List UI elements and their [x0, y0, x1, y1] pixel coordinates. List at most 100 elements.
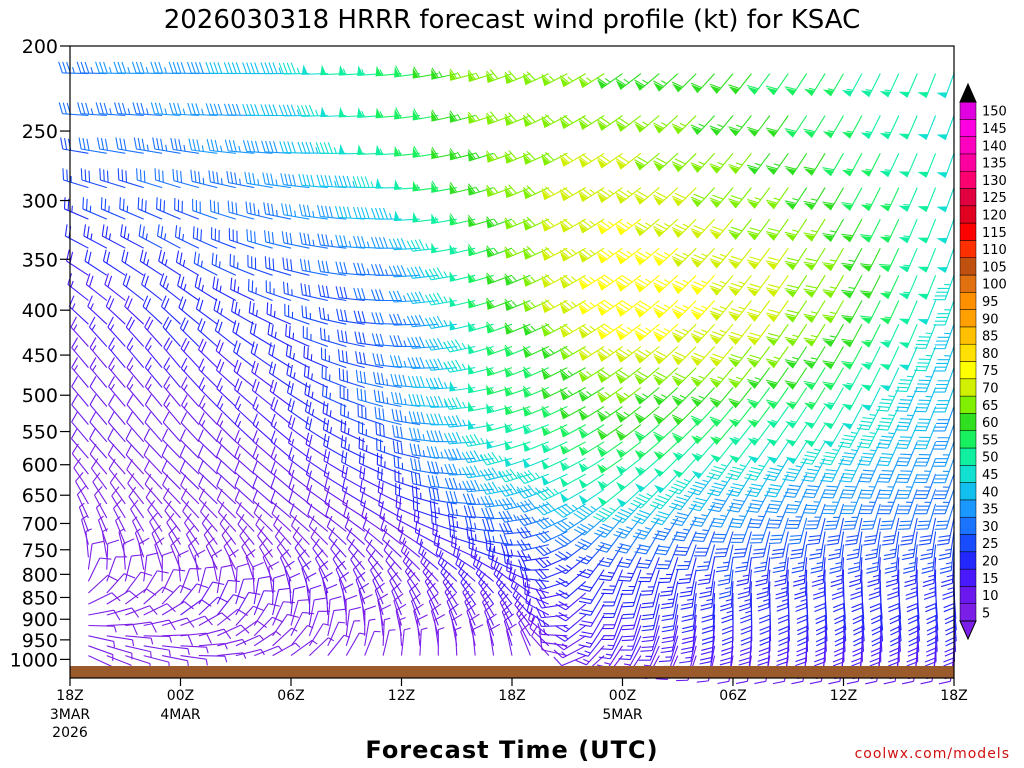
wind-barb	[559, 218, 586, 233]
wind-barb	[615, 457, 642, 475]
wind-barb	[554, 635, 586, 651]
wind-barb	[690, 115, 716, 136]
wind-barb	[641, 603, 660, 632]
wind-barb	[691, 441, 716, 462]
wind-barb	[479, 452, 513, 466]
wind-barb	[161, 617, 195, 628]
colorbar-label: 40	[982, 485, 999, 500]
wind-barb	[900, 517, 918, 546]
wind-barb	[274, 526, 292, 558]
wind-barb	[578, 300, 605, 315]
wind-barb	[730, 517, 752, 543]
wind-barb	[362, 516, 384, 546]
wind-barb	[125, 444, 145, 475]
wind-barb	[614, 531, 642, 554]
wind-barb	[784, 300, 808, 323]
wind-barb	[162, 645, 190, 655]
wind-barb	[127, 473, 145, 505]
wind-barb	[235, 648, 265, 657]
wind-barb	[193, 251, 218, 276]
wind-barb	[251, 360, 273, 388]
wind-barb	[128, 486, 145, 519]
wind-barb	[264, 256, 292, 276]
wind-barb	[499, 534, 531, 546]
wind-barb	[66, 249, 89, 276]
wind-barb	[125, 316, 145, 347]
wind-barb	[137, 197, 163, 220]
colorbar-label: 75	[982, 364, 999, 379]
wind-barb	[125, 428, 145, 459]
x-tick-label: 18Z	[56, 688, 83, 704]
wind-barb	[720, 581, 734, 612]
wind-barb	[253, 603, 280, 626]
wind-barb	[216, 460, 237, 490]
wind-barb	[765, 187, 789, 210]
wind-barb	[634, 457, 660, 476]
wind-barb	[690, 367, 716, 388]
wind-barb	[504, 439, 531, 451]
wind-barb	[541, 346, 568, 359]
wind-barb	[601, 603, 624, 630]
wind-barb	[428, 593, 439, 626]
wind-barb	[579, 592, 605, 616]
wind-barb	[559, 323, 586, 338]
x-tick-label: 06Z	[719, 688, 746, 704]
wind-barb	[634, 473, 660, 493]
wind-barb	[272, 587, 291, 616]
wind-barb	[138, 224, 163, 249]
wind-barb	[198, 655, 228, 663]
wind-barb	[174, 198, 200, 220]
wind-barb	[139, 249, 163, 276]
wind-barb	[213, 298, 237, 325]
wind-barb	[653, 441, 679, 460]
wind-barb	[681, 614, 697, 645]
wind-barb	[115, 515, 126, 545]
wind-barb	[615, 424, 642, 441]
wind-barb	[326, 515, 347, 546]
wind-barb	[597, 406, 623, 422]
wind-barb	[522, 274, 550, 287]
wind-barb	[811, 557, 826, 587]
wind-barb	[355, 571, 366, 605]
wind-barb	[343, 504, 366, 532]
colorbar-swatch	[959, 465, 977, 483]
wind-barb	[428, 487, 457, 505]
wind-barb	[747, 218, 771, 241]
wind-barb	[444, 448, 476, 461]
wind-barb	[340, 403, 365, 426]
wind-barb	[653, 387, 679, 406]
wind-barb	[936, 73, 955, 99]
wind-barb	[437, 627, 445, 656]
wind-barb	[895, 367, 918, 393]
wind-barb	[653, 247, 679, 267]
wind-barb	[597, 323, 623, 340]
wind-barb	[278, 62, 310, 75]
wind-barb	[539, 638, 568, 657]
colorbar-top-arrow	[959, 82, 977, 103]
wind-barb	[879, 73, 900, 98]
wind-barb	[917, 218, 937, 244]
wind-barb	[597, 488, 623, 507]
wind-barb	[179, 460, 200, 490]
wind-barb	[105, 295, 126, 325]
x-tick-date: 5MAR	[602, 707, 643, 723]
wind-barb	[883, 531, 900, 561]
wind-barb	[268, 361, 292, 388]
y-tick-label: 1000	[10, 649, 58, 671]
ground-surface	[70, 666, 954, 678]
wind-barb	[841, 73, 863, 97]
wind-barb	[728, 424, 752, 446]
wind-barb	[358, 582, 370, 616]
wind-barb	[377, 480, 402, 505]
wind-barb	[182, 500, 200, 532]
wind-barb	[554, 544, 587, 561]
wind-barb	[245, 549, 256, 582]
wind-barb	[216, 429, 237, 459]
wind-barb	[472, 553, 494, 582]
wind-barb	[653, 406, 679, 425]
wind-barb	[636, 544, 660, 569]
wind-barb	[860, 503, 881, 530]
wind-barb	[898, 153, 918, 178]
wind-barb	[634, 367, 660, 385]
wind-barb	[498, 522, 531, 535]
